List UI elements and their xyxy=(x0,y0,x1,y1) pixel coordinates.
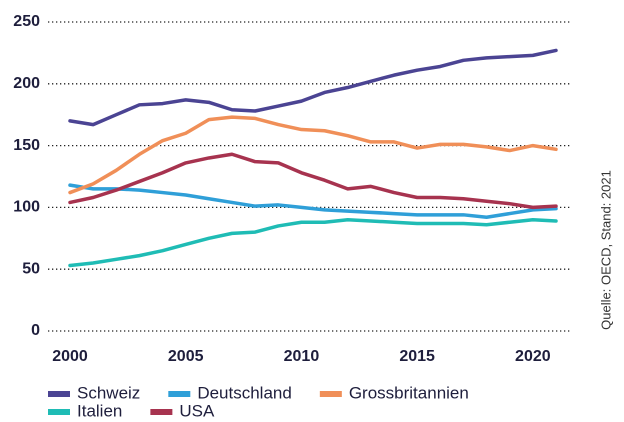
legend-label: USA xyxy=(179,401,215,420)
legend-swatch xyxy=(319,391,342,397)
y-tick-label: 50 xyxy=(22,260,40,277)
legend-label: Deutschland xyxy=(197,383,292,402)
legend-swatch xyxy=(168,391,191,397)
y-tick-label: 150 xyxy=(13,137,40,154)
y-tick-label: 100 xyxy=(13,199,40,216)
legend-swatch xyxy=(150,409,173,415)
y-tick-label: 250 xyxy=(13,13,40,30)
legend-swatch xyxy=(48,409,70,415)
x-tick-label: 2015 xyxy=(399,348,435,365)
series-line xyxy=(68,183,558,220)
x-tick-label: 2000 xyxy=(52,348,88,365)
legend-swatch xyxy=(48,391,70,397)
series-line xyxy=(68,115,558,195)
legend-label: Grossbritannien xyxy=(349,383,469,402)
series-line xyxy=(68,48,558,127)
x-tick-label: 2010 xyxy=(284,348,320,365)
series-line xyxy=(68,218,558,268)
x-tick-label: 2020 xyxy=(515,348,551,365)
series-line xyxy=(68,152,558,210)
y-tick-label: 0 xyxy=(31,322,40,339)
legend-label: Italien xyxy=(77,401,122,420)
y-tick-label: 200 xyxy=(13,75,40,92)
source-note: Quelle: OECD, Stand: 2021 xyxy=(598,170,613,330)
x-tick-label: 2005 xyxy=(168,348,204,365)
legend-label: Schweiz xyxy=(77,383,140,402)
